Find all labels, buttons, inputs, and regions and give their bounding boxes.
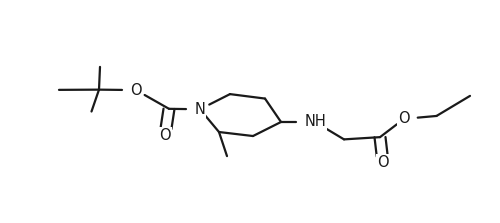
Text: O: O [377, 155, 389, 170]
Text: NH: NH [304, 114, 326, 130]
Text: O: O [159, 128, 171, 143]
Text: O: O [130, 83, 142, 98]
Text: N: N [194, 102, 205, 117]
Text: O: O [398, 111, 410, 126]
